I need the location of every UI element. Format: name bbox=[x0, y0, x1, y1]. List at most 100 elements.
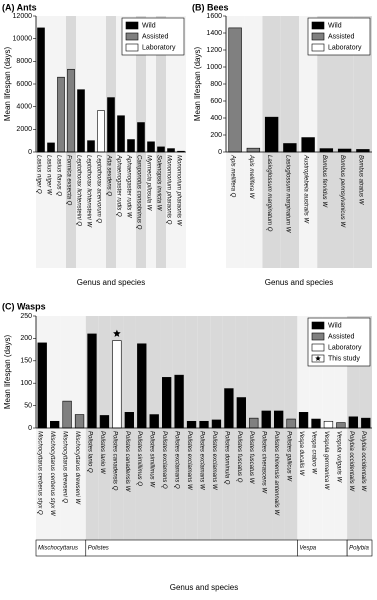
legend-star bbox=[315, 355, 321, 361]
y-tick-label: 250 bbox=[20, 313, 32, 320]
legend-label: Assisted bbox=[142, 33, 169, 40]
bar bbox=[224, 388, 234, 429]
y-tick-label: 1000 bbox=[206, 64, 222, 71]
x-tick-label: Polistes fuscatus W bbox=[248, 431, 254, 485]
group-shade bbox=[244, 16, 263, 268]
bar bbox=[337, 148, 352, 153]
legend-label: This study bbox=[328, 355, 360, 362]
group-shade bbox=[176, 16, 186, 268]
bar bbox=[264, 116, 279, 153]
bar bbox=[87, 333, 97, 429]
x-tick-label: Aphaenogaster rudis W bbox=[125, 154, 131, 219]
x-tick-label: Apis mellifera Q bbox=[230, 154, 236, 198]
x-tick-label: Polistes lanio Q bbox=[86, 431, 92, 473]
bar bbox=[162, 377, 172, 429]
x-tick-label: Mischocyttarus cerberus styx W bbox=[49, 431, 55, 517]
x-tick-label: Vespula vulgaris W bbox=[335, 431, 341, 483]
legend-swatch bbox=[311, 343, 325, 352]
x-tick-label: Leptothorax lichtensteini Q bbox=[75, 155, 81, 226]
legend-swatch bbox=[125, 32, 139, 41]
x-tick-label: Myrmecia pilosula W bbox=[145, 155, 151, 212]
x-tick-label: Polistes canadensis W bbox=[124, 431, 130, 493]
group-label: Vespa bbox=[299, 546, 316, 552]
bar bbox=[336, 422, 346, 429]
x-tick-label: Lasioglossum marginatum W bbox=[284, 155, 290, 234]
bar bbox=[87, 140, 95, 153]
legend-label: Laboratory bbox=[328, 344, 362, 351]
y-tick-label: 6000 bbox=[16, 81, 32, 88]
y-tick-label: 4000 bbox=[16, 104, 32, 111]
group-label: Polybia bbox=[349, 546, 369, 552]
x-tick-label: Mischocyttarus drewseni W bbox=[74, 431, 80, 505]
y-tick-label: 200 bbox=[20, 335, 32, 342]
bar bbox=[107, 97, 115, 153]
bar bbox=[186, 420, 197, 429]
bar bbox=[112, 340, 122, 429]
x-axis-title: Genus and species bbox=[77, 278, 146, 287]
legend-swatch bbox=[311, 332, 325, 341]
y-tick-label: 600 bbox=[210, 98, 222, 105]
bar bbox=[301, 137, 315, 153]
x-tick-label: Polistes exclamans Q bbox=[161, 431, 167, 489]
x-tick-label: Apis mellifera W bbox=[248, 154, 254, 200]
bar bbox=[361, 417, 371, 429]
x-tick-label: Polistes canadensis Q bbox=[111, 431, 117, 491]
bar bbox=[99, 415, 110, 429]
x-tick-label: Bombus fervidus W bbox=[321, 155, 327, 208]
legend-swatch bbox=[311, 32, 325, 41]
bar bbox=[149, 414, 159, 429]
y-tick-label: 100 bbox=[20, 380, 32, 387]
x-tick-label: Polistes exclamans W bbox=[211, 431, 217, 491]
group-shade bbox=[317, 16, 336, 268]
group-shade bbox=[280, 16, 299, 268]
panel-title: (C) Wasps bbox=[2, 301, 46, 311]
x-tick-label: Leptothorax acervorum Q bbox=[95, 155, 101, 223]
x-axis-title: Genus and species bbox=[170, 583, 239, 592]
panel-title: (A) Ants bbox=[2, 2, 37, 12]
bar bbox=[47, 142, 55, 153]
x-tick-label: Leptothorax lichtensteini W bbox=[85, 155, 91, 228]
legend-label: Assisted bbox=[328, 333, 355, 340]
y-tick-label: 2000 bbox=[16, 126, 32, 133]
legend-swatch bbox=[311, 321, 325, 330]
x-tick-label: Lasius niger Q bbox=[35, 155, 41, 194]
bar bbox=[236, 397, 246, 429]
bar bbox=[211, 419, 222, 429]
bar bbox=[74, 414, 85, 429]
legend-label: Laboratory bbox=[142, 44, 176, 51]
y-tick-label: 800 bbox=[210, 81, 222, 88]
bar bbox=[286, 418, 296, 429]
x-tick-label: Polistes simillimus W bbox=[149, 431, 155, 488]
bar bbox=[127, 139, 135, 153]
group-box bbox=[346, 539, 373, 557]
x-tick-label: Polybia occidentalis W bbox=[360, 431, 366, 492]
y-tick-label: 1400 bbox=[206, 30, 222, 37]
x-tick-label: Polistes gallicus W bbox=[286, 431, 292, 482]
bar bbox=[199, 420, 209, 429]
x-tick-label: Polistes simillimus Q bbox=[136, 431, 142, 486]
x-tick-label: Solenopsis invicta W bbox=[155, 155, 161, 212]
bar bbox=[37, 342, 47, 429]
group-shade bbox=[46, 16, 56, 268]
x-tick-label: Polistes exclamans Q bbox=[174, 431, 180, 489]
bar bbox=[67, 68, 75, 153]
legend-label: Wild bbox=[328, 322, 342, 329]
bar bbox=[311, 418, 321, 429]
x-tick-label: Polybia occidentalis W bbox=[348, 431, 354, 492]
y-axis-title: Mean lifespan (days) bbox=[3, 47, 12, 122]
x-axis-title: Genus and species bbox=[265, 278, 334, 287]
x-tick-label: Austroplebeia australis W bbox=[303, 154, 309, 224]
x-tick-label: Vespula germanica W bbox=[323, 431, 329, 491]
bar bbox=[57, 76, 65, 153]
group-label: Mischocyttarus bbox=[38, 546, 78, 552]
y-tick-label: 1600 bbox=[206, 13, 222, 20]
bar bbox=[137, 122, 145, 153]
bar bbox=[97, 110, 105, 153]
bar bbox=[348, 416, 358, 429]
bar bbox=[137, 343, 147, 429]
x-tick-label: Polistes fuscatus Q bbox=[236, 431, 242, 483]
bar bbox=[323, 420, 334, 429]
group-shade bbox=[353, 16, 372, 268]
bar bbox=[246, 147, 261, 153]
x-tick-label: Bombus pennsylvanicus W bbox=[339, 155, 345, 228]
